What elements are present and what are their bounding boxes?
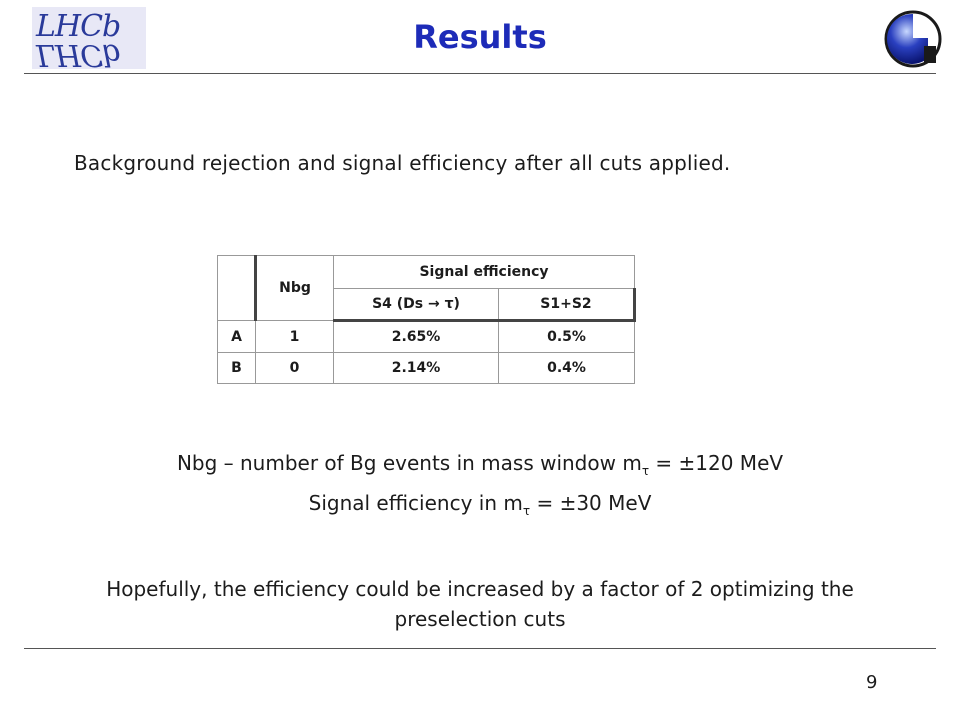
slide-title: Results [413, 18, 547, 56]
row-nbg: 1 [255, 320, 334, 353]
definition-signal: Signal efficiency in mτ = ±30 MeV [0, 487, 960, 527]
footer-divider [24, 648, 936, 649]
definition-nbg-value: = ±120 MeV [649, 451, 784, 475]
row-s4: 2.14% [333, 352, 499, 384]
table-corner-cell [217, 255, 257, 321]
table-row: A 1 2.65% 0.5% [217, 320, 635, 353]
definition-signal-text: Signal efficiency in m [308, 491, 523, 515]
logo-text-top: LHCb [36, 9, 121, 44]
row-s12: 0.5% [498, 320, 635, 353]
page-number: 9 [866, 672, 878, 693]
definition-nbg: Nbg – number of Bg events in mass window… [0, 447, 960, 487]
table-row: B 0 2.14% 0.4% [217, 352, 635, 384]
tau-subscript: τ [522, 504, 531, 518]
institute-logo-icon [884, 10, 942, 68]
definition-nbg-text: Nbg – number of Bg events in mass window… [176, 451, 642, 475]
row-label: B [217, 352, 256, 384]
conclusion-line-2: preselection cuts [394, 607, 566, 631]
definition-signal-value: = ±30 MeV [530, 491, 652, 515]
results-table: Nbg Signal efficiency S4 (Ds → τ) S1+S2 … [217, 255, 636, 384]
tau-subscript: τ [641, 464, 650, 478]
row-s12: 0.4% [498, 352, 635, 384]
intro-text: Background rejection and signal efficien… [74, 151, 731, 175]
header-signal-efficiency: Signal efficiency [333, 255, 635, 289]
row-nbg: 0 [255, 352, 334, 384]
lhcb-logo: LHCb LHCb [32, 7, 146, 72]
header-s4: S4 (Ds → τ) [333, 288, 499, 322]
definitions: Nbg – number of Bg events in mass window… [0, 447, 960, 527]
row-label: A [217, 320, 256, 353]
row-s4: 2.65% [333, 320, 499, 353]
conclusion-line-1: Hopefully, the efficiency could be incre… [106, 577, 854, 601]
header-nbg: Nbg [255, 255, 334, 321]
header-s12: S1+S2 [498, 288, 636, 322]
header-divider [24, 73, 936, 74]
conclusion-text: Hopefully, the efficiency could be incre… [30, 574, 930, 634]
